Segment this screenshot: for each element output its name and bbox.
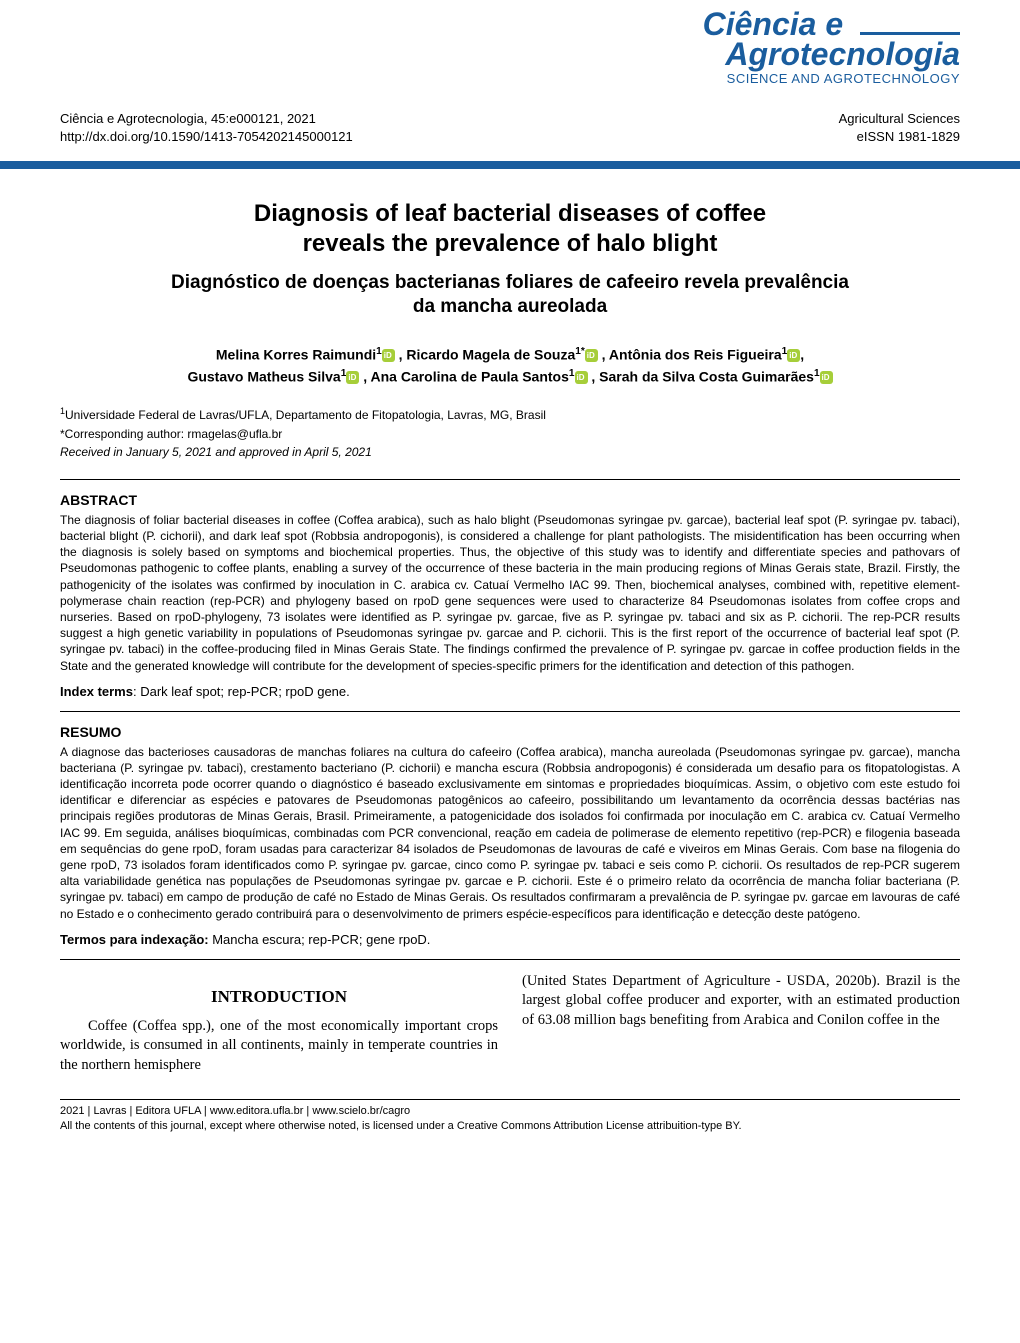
author-6: , Sarah da Silva Costa Guimarães bbox=[591, 368, 814, 384]
title-en-line2: reveals the prevalence of halo blight bbox=[60, 229, 960, 259]
orcid-icon[interactable] bbox=[382, 349, 395, 362]
intro-col-right: (United States Department of Agriculture… bbox=[522, 972, 960, 1076]
intro-paragraph-2: (United States Department of Agriculture… bbox=[522, 972, 960, 1031]
eissn-text: eISSN 1981-1829 bbox=[839, 128, 960, 146]
corresponding-author: *Corresponding author: rmagelas@ufla.br bbox=[60, 426, 960, 443]
affiliation-line: 1Universidade Federal de Lavras/UFLA, De… bbox=[60, 405, 960, 424]
header-bar: Ciência e Agrotecnologia, 45:e000121, 20… bbox=[0, 92, 1020, 154]
author-sup: 1 bbox=[376, 346, 382, 357]
journal-name-line2: Agrotecnologia bbox=[0, 39, 960, 69]
page-root: Ciência e Agrotecnologia SCIENCE AND AGR… bbox=[0, 0, 1020, 1134]
abstract-text: The diagnosis of foliar bacterial diseas… bbox=[60, 512, 960, 674]
journal-name-line1: Ciência e bbox=[0, 10, 960, 39]
author-sup: 1 bbox=[569, 368, 575, 379]
header-left: Ciência e Agrotecnologia, 45:e000121, 20… bbox=[60, 110, 353, 146]
author-3: , Antônia dos Reis Figueira bbox=[602, 347, 782, 363]
author-sup: 1 bbox=[814, 368, 820, 379]
termos-label: Termos para indexação: bbox=[60, 932, 209, 947]
received-date: Received in January 5, 2021 and approved… bbox=[60, 445, 960, 459]
abstract-label: ABSTRACT bbox=[60, 492, 960, 508]
citation-text: Ciência e Agrotecnologia, 45:e000121, 20… bbox=[60, 110, 353, 128]
index-terms: Index terms: Dark leaf spot; rep-PCR; rp… bbox=[60, 684, 960, 699]
author-2: , Ricardo Magela de Souza bbox=[399, 347, 576, 363]
page-footer: 2021 | Lavras | Editora UFLA | www.edito… bbox=[60, 1099, 960, 1134]
intro-columns: INTRODUCTION Coffee (Coffea spp.), one o… bbox=[60, 972, 960, 1076]
orcid-icon[interactable] bbox=[346, 371, 359, 384]
main-content: Diagnosis of leaf bacterial diseases of … bbox=[0, 169, 1020, 1086]
author-5: , Ana Carolina de Paula Santos bbox=[363, 368, 569, 384]
intro-paragraph-1: Coffee (Coffea spp.), one of the most ec… bbox=[60, 1017, 498, 1076]
intro-heading: INTRODUCTION bbox=[60, 986, 498, 1009]
logo-underline bbox=[860, 32, 960, 35]
title-en-line1: Diagnosis of leaf bacterial diseases of … bbox=[60, 199, 960, 229]
article-title-pt: Diagnóstico de doenças bacterianas folia… bbox=[60, 271, 960, 320]
intro-col-left: INTRODUCTION Coffee (Coffea spp.), one o… bbox=[60, 972, 498, 1076]
doi-link[interactable]: http://dx.doi.org/10.1590/1413-705420214… bbox=[60, 128, 353, 146]
orcid-icon[interactable] bbox=[820, 371, 833, 384]
footer-line1: 2021 | Lavras | Editora UFLA | www.edito… bbox=[60, 1104, 960, 1119]
blue-divider-bar bbox=[0, 161, 1020, 169]
article-section: Agricultural Sciences bbox=[839, 110, 960, 128]
orcid-icon[interactable] bbox=[575, 371, 588, 384]
affiliation-text: Universidade Federal de Lavras/UFLA, Dep… bbox=[65, 408, 546, 422]
separator-line bbox=[60, 959, 960, 960]
journal-subtitle: SCIENCE AND AGROTECHNOLOGY bbox=[0, 71, 960, 86]
footer-line2: All the contents of this journal, except… bbox=[60, 1119, 960, 1134]
resumo-label: RESUMO bbox=[60, 724, 960, 740]
separator-line bbox=[60, 479, 960, 480]
index-terms-label: Index terms bbox=[60, 684, 133, 699]
index-terms-text: : Dark leaf spot; rep-PCR; rpoD gene. bbox=[133, 684, 350, 699]
header-right: Agricultural Sciences eISSN 1981-1829 bbox=[839, 110, 960, 146]
author-1: Melina Korres Raimundi bbox=[216, 347, 376, 363]
orcid-icon[interactable] bbox=[787, 349, 800, 362]
title-pt-line1: Diagnóstico de doenças bacterianas folia… bbox=[60, 271, 960, 296]
termos-indexacao: Termos para indexação: Mancha escura; re… bbox=[60, 932, 960, 947]
article-title-en: Diagnosis of leaf bacterial diseases of … bbox=[60, 199, 960, 259]
journal-logo: Ciência e Agrotecnologia SCIENCE AND AGR… bbox=[0, 0, 1020, 92]
orcid-icon[interactable] bbox=[585, 349, 598, 362]
author-4: Gustavo Matheus Silva bbox=[187, 368, 340, 384]
termos-text: Mancha escura; rep-PCR; gene rpoD. bbox=[209, 932, 431, 947]
separator-line bbox=[60, 711, 960, 712]
author-sup: 1* bbox=[575, 346, 585, 357]
resumo-text: A diagnose das bacterioses causadoras de… bbox=[60, 744, 960, 922]
authors-block: Melina Korres Raimundi1 , Ricardo Magela… bbox=[60, 344, 960, 387]
title-pt-line2: da mancha aureolada bbox=[60, 295, 960, 320]
